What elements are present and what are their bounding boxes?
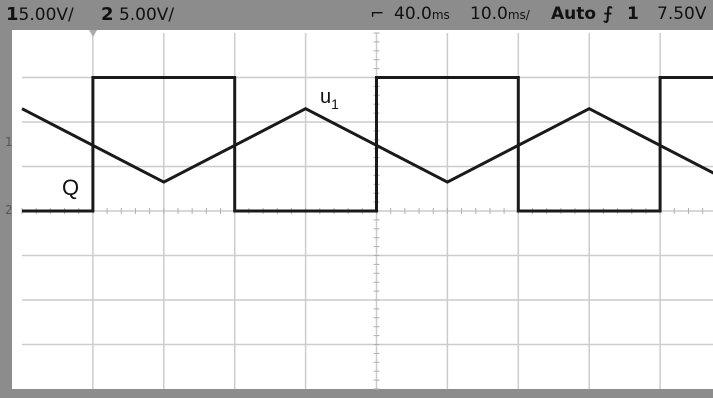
u1-trace-label: u1	[320, 86, 339, 112]
status-bar: 15.00V/ 2 5.00V/ ⌐ 40.0ms 10.0ms/ Auto ⨍…	[0, 0, 713, 30]
time-delay-value: 40.0	[394, 4, 432, 24]
trigger-mode[interactable]: Auto	[551, 4, 597, 24]
trace-u1	[21, 107, 713, 184]
ch2-scale: 5.00V/	[118, 5, 175, 25]
time-div-unit: ms/	[507, 8, 530, 22]
time-per-div[interactable]: 10.0ms/	[470, 4, 530, 24]
time-delay[interactable]: 40.0ms	[394, 4, 450, 24]
ch1-indicator[interactable]: 15.00V/	[6, 4, 74, 25]
ch1-number: 1	[6, 4, 19, 25]
ch2-ground-marker: 2	[5, 203, 13, 217]
bottom-margin-bar	[0, 389, 713, 398]
trigger-position-marker	[89, 30, 97, 37]
trigger-level[interactable]: 7.50V	[657, 4, 707, 24]
trigger-slope-icon: ⨍	[603, 4, 613, 24]
ch2-indicator[interactable]: 2 5.00V/	[101, 4, 174, 25]
trace-q	[22, 76, 713, 213]
left-margin-bar	[0, 30, 12, 398]
ch2-number: 2	[101, 4, 114, 25]
q-trace-label: Q	[62, 175, 79, 200]
time-div-value: 10.0	[470, 4, 508, 24]
ch1-scale: 5.00V/	[18, 5, 74, 25]
trigger-channel[interactable]: 1	[627, 4, 639, 24]
time-delay-unit: ms	[431, 8, 450, 22]
traces	[21, 76, 713, 213]
u1-label-subscript: 1	[331, 96, 339, 112]
u1-label-base: u	[320, 86, 331, 108]
ch1-ground-marker: 1	[5, 135, 13, 149]
trigger-edge-icon: ⌐	[370, 4, 385, 24]
